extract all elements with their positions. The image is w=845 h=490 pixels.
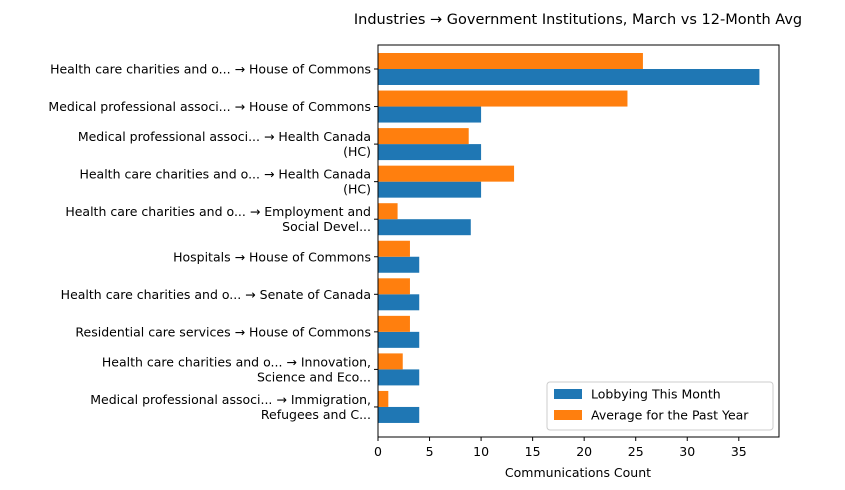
legend: Lobbying This Month Average for the Past… — [546, 381, 774, 431]
bar-past-year-avg-3 — [378, 165, 515, 182]
x-tick-label-6: 30 — [679, 444, 695, 459]
bar-this-month-0 — [378, 69, 760, 85]
x-axis-label: Communications Count — [505, 465, 651, 480]
bar-past-year-avg-1 — [378, 90, 628, 107]
bar-past-year-avg-0 — [378, 53, 643, 69]
chart-title: Industries → Government Institutions, Ma… — [354, 12, 802, 28]
plot-area-frame — [377, 44, 780, 438]
bar-past-year-avg-9 — [378, 390, 389, 407]
bar-this-month-7 — [378, 331, 420, 348]
x-tick-label-7: 35 — [731, 444, 747, 459]
bar-this-month-8 — [378, 369, 420, 386]
x-tick-label-0: 0 — [374, 444, 382, 459]
y-tick-label-6: Health care charities and o... → Senate … — [61, 287, 371, 302]
y-tick-label-8: Health care charities and o... → Innovat… — [102, 354, 371, 384]
legend-swatch-average-for-past-year — [554, 410, 582, 420]
x-tick-label-5: 25 — [628, 444, 644, 459]
bar-past-year-avg-6 — [378, 278, 410, 295]
y-tick-label-1: Medical professional associ... → House o… — [48, 99, 371, 114]
y-tick-label-5: Hospitals → House of Commons — [173, 249, 371, 264]
y-tick-label-2: Medical professional associ... → Health … — [78, 129, 371, 159]
bar-past-year-avg-8 — [378, 353, 403, 370]
legend-swatch-lobbying-this-month — [554, 389, 582, 399]
y-tick-label-9: Medical professional associ... → Immigra… — [90, 392, 371, 422]
x-tick-label-4: 20 — [576, 444, 592, 459]
y-tick-label-0: Health care charities and o... → House o… — [50, 62, 371, 77]
bar-past-year-avg-4 — [378, 203, 398, 220]
y-tick-label-4: Health care charities and o... → Employm… — [65, 204, 371, 234]
bar-this-month-6 — [378, 294, 420, 311]
x-tick-label-3: 15 — [525, 444, 541, 459]
y-tick-label-3: Health care charities and o... → Health … — [79, 167, 371, 197]
x-axis-ticks: 0 5 10 15 20 25 30 35 — [374, 437, 747, 459]
bar-this-month-1 — [378, 106, 482, 123]
bar-this-month-3 — [378, 181, 482, 198]
bar-past-year-avg-5 — [378, 240, 410, 257]
bar-past-year-avg-7 — [378, 315, 410, 332]
x-tick-label-2: 10 — [473, 444, 489, 459]
bars-group — [378, 53, 760, 423]
bar-past-year-avg-2 — [378, 128, 469, 145]
y-tick-label-7: Residential care services → House of Com… — [75, 324, 371, 339]
bar-this-month-9 — [378, 406, 420, 423]
legend-label-lobbying-this-month: Lobbying This Month — [591, 387, 721, 402]
legend-frame — [546, 381, 774, 431]
bar-this-month-4 — [378, 219, 471, 236]
x-tick-label-1: 5 — [426, 444, 434, 459]
y-axis-ticks: Health care charities and o... → House o… — [48, 62, 378, 422]
bar-this-month-5 — [378, 256, 420, 273]
bar-this-month-2 — [378, 144, 482, 161]
legend-label-average-for-past-year: Average for the Past Year — [591, 408, 749, 423]
